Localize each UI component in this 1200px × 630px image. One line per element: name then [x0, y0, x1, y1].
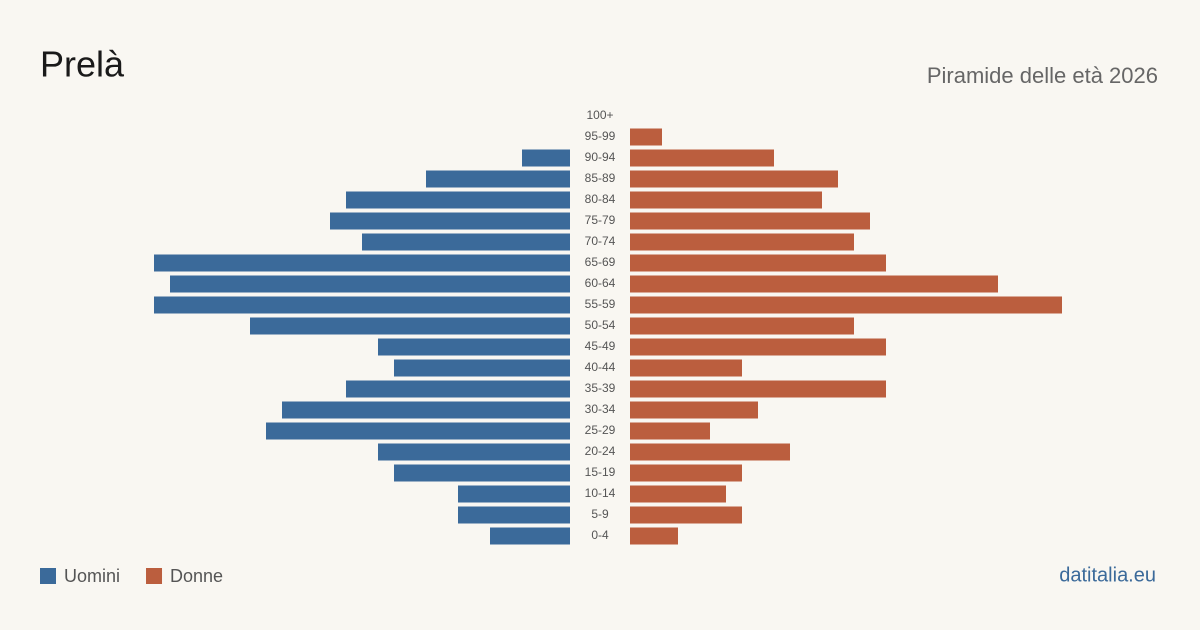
bar	[426, 170, 570, 188]
category-label: 5-9	[591, 507, 609, 521]
bar	[346, 380, 570, 398]
bar	[630, 275, 998, 293]
category-label: 55-59	[585, 297, 616, 311]
category-label: 85-89	[585, 171, 616, 185]
bar	[630, 191, 822, 209]
category-label: 20-24	[585, 444, 616, 458]
bar	[154, 254, 570, 272]
chart-subtitle: Piramide delle età 2026	[927, 63, 1158, 88]
bar	[630, 317, 854, 335]
bar	[630, 380, 886, 398]
bar	[266, 422, 570, 440]
category-label: 30-34	[585, 402, 616, 416]
bar	[630, 485, 726, 503]
bar	[630, 170, 838, 188]
bar	[458, 506, 570, 524]
bar	[362, 233, 570, 251]
bar	[630, 401, 758, 419]
category-label: 70-74	[585, 234, 616, 248]
category-label: 100+	[586, 108, 613, 122]
legend-label: Donne	[170, 566, 223, 586]
bar	[630, 212, 870, 230]
bar	[378, 338, 570, 356]
category-label: 0-4	[591, 528, 609, 542]
bar	[630, 128, 662, 146]
bar	[170, 275, 570, 293]
bar	[250, 317, 570, 335]
bar	[346, 191, 570, 209]
bar	[154, 296, 570, 314]
chart-title: Prelà	[40, 44, 125, 85]
bar	[630, 233, 854, 251]
bar	[630, 149, 774, 167]
category-label: 60-64	[585, 276, 616, 290]
bar	[630, 359, 742, 377]
category-label: 40-44	[585, 360, 616, 374]
category-label: 65-69	[585, 255, 616, 269]
bar	[330, 212, 570, 230]
category-label: 10-14	[585, 486, 616, 500]
bar	[458, 485, 570, 503]
category-label: 25-29	[585, 423, 616, 437]
bar	[490, 527, 570, 545]
bar	[630, 506, 742, 524]
category-label: 15-19	[585, 465, 616, 479]
category-label: 90-94	[585, 150, 616, 164]
category-label: 95-99	[585, 129, 616, 143]
category-label: 75-79	[585, 213, 616, 227]
bar	[394, 359, 570, 377]
category-label: 45-49	[585, 339, 616, 353]
bar	[630, 422, 710, 440]
legend-swatch	[40, 568, 56, 584]
bar	[630, 443, 790, 461]
bar	[630, 464, 742, 482]
bar	[522, 149, 570, 167]
bar	[394, 464, 570, 482]
bar	[630, 338, 886, 356]
bar	[378, 443, 570, 461]
category-label: 80-84	[585, 192, 616, 206]
bar	[630, 527, 678, 545]
bar	[630, 296, 1062, 314]
bar	[282, 401, 570, 419]
category-label: 35-39	[585, 381, 616, 395]
bar	[630, 254, 886, 272]
source: datitalia.eu	[1059, 564, 1156, 586]
legend-label: Uomini	[64, 566, 120, 586]
legend-swatch	[146, 568, 163, 584]
category-label: 50-54	[585, 318, 616, 332]
